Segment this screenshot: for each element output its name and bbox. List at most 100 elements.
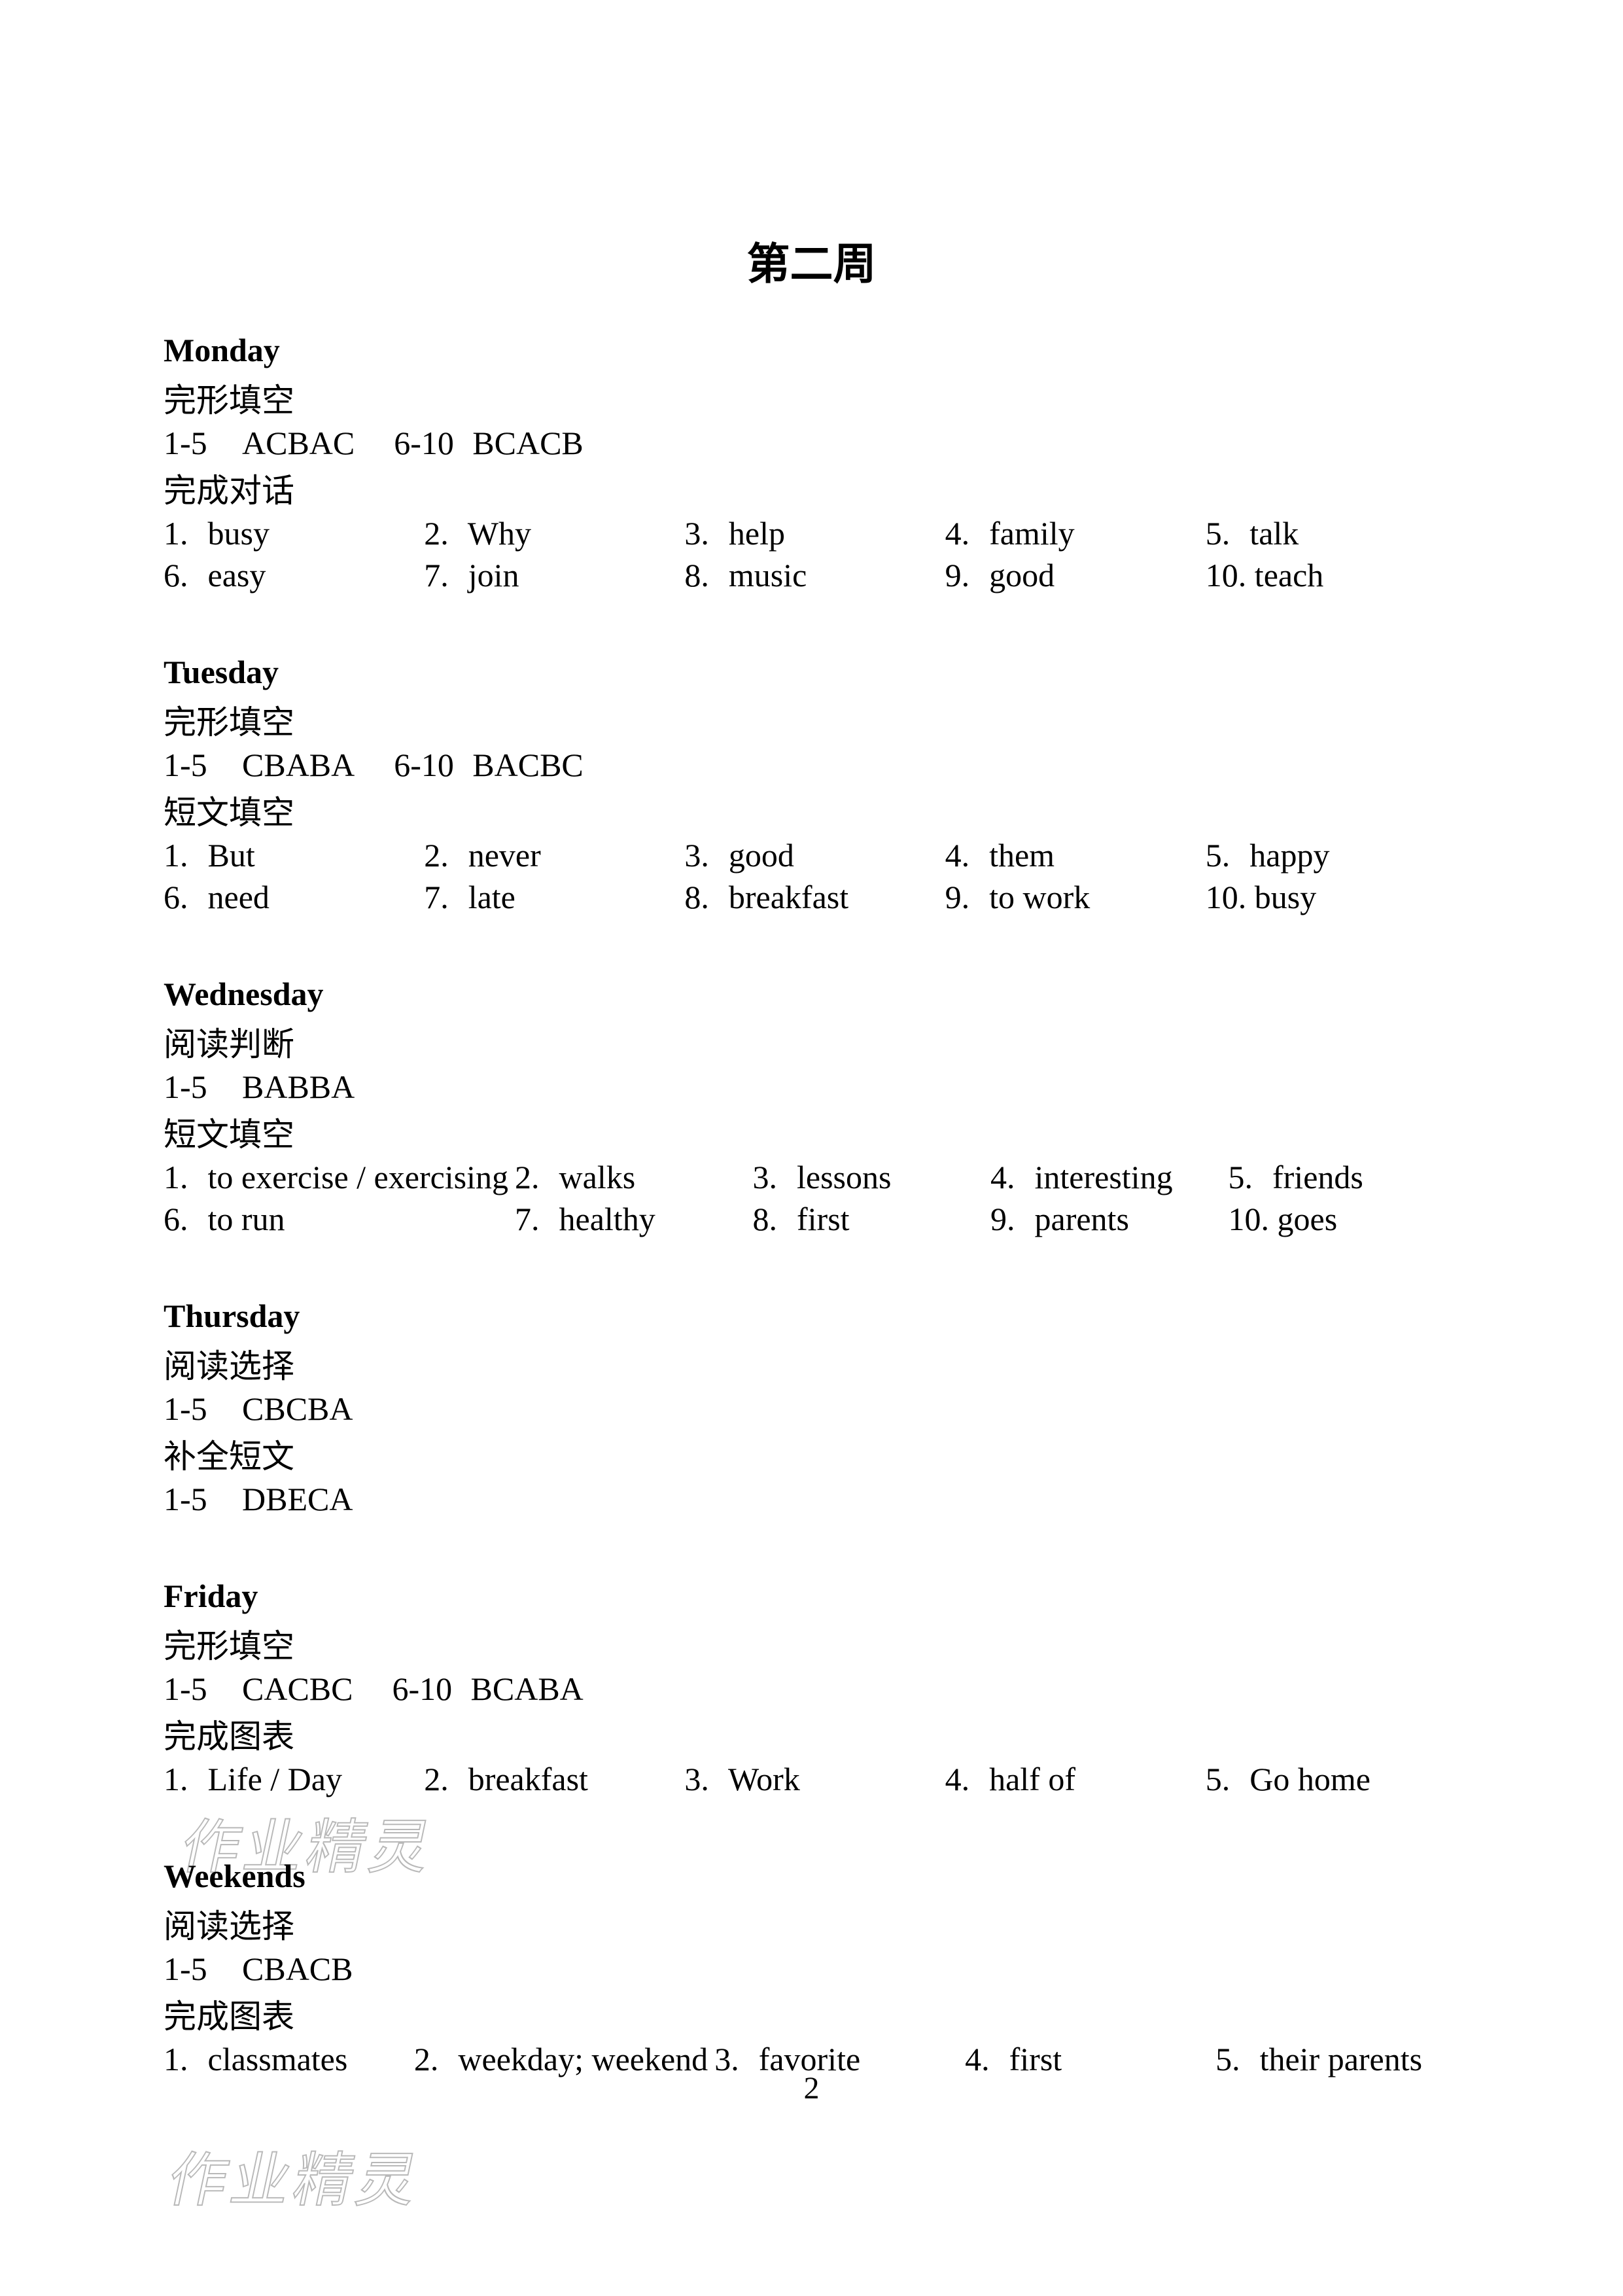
fill-item: 6. need — [164, 878, 417, 916]
fill-item-text: need — [200, 879, 270, 915]
answer-letters: BCACB — [472, 424, 584, 462]
fill-item: 4. interesting — [990, 1158, 1221, 1196]
fill-item-number: 4. — [990, 1158, 1026, 1196]
fill-item: 5. Go home — [1206, 1760, 1459, 1798]
fill-item-number: 7. — [515, 1200, 551, 1238]
fill-item-text: goes — [1269, 1201, 1337, 1237]
fill-item: 10. teach — [1206, 556, 1459, 594]
answer-range: 1-5 — [164, 1068, 242, 1106]
fill-item: 8. music — [684, 556, 938, 594]
fill-item-number: 3. — [684, 514, 720, 552]
watermark: 作业精灵 — [161, 2132, 430, 2217]
fill-item-number: 2. — [515, 1158, 551, 1196]
fill-item: 5. talk — [1206, 514, 1459, 552]
answer-range: 6-10 — [394, 424, 472, 462]
section-label: 完成图表 — [164, 1710, 1459, 1757]
fill-item-text: join — [460, 557, 519, 593]
fill-item-number: 4. — [945, 1760, 981, 1798]
fill-item-text: teach — [1246, 557, 1323, 593]
fill-item: 4. family — [945, 514, 1199, 552]
fill-item-text: busy — [200, 515, 270, 552]
day-block: Monday完形填空1-5ACBAC6-10BCACB完成对话1. busy2.… — [164, 331, 1459, 594]
fill-item-number: 2. — [424, 1760, 460, 1798]
fill-item-text: to work — [981, 879, 1091, 915]
fill-item: 5. happy — [1206, 836, 1459, 874]
fill-item-number: 9. — [990, 1200, 1026, 1238]
fill-item: 7. join — [424, 556, 678, 594]
answer-line: 1-5CBABA6-10BACBC — [164, 746, 1459, 784]
fill-item-number: 10. — [1206, 878, 1247, 916]
fill-item: 8. first — [753, 1200, 985, 1238]
answer-range: 1-5 — [164, 1480, 242, 1518]
fill-item-number: 10. — [1229, 1200, 1270, 1238]
fill-item-number: 1. — [164, 1158, 200, 1196]
fill-item-text: healthy — [551, 1201, 655, 1237]
fill-item-text: talk — [1242, 515, 1299, 552]
day-block: Tuesday完形填空1-5CBABA6-10BACBC短文填空1. But2.… — [164, 653, 1459, 916]
fill-item: 7. healthy — [515, 1200, 746, 1238]
fill-item-number: 10. — [1206, 556, 1247, 594]
section-label: 短文填空 — [164, 786, 1459, 834]
fill-item-text: breakfast — [720, 879, 848, 915]
day-heading: Tuesday — [164, 653, 1459, 691]
answer-line: 1-5DBECA — [164, 1480, 1459, 1518]
fill-item: 2. Why — [424, 514, 678, 552]
fill-item: 8. breakfast — [684, 878, 938, 916]
answer-letters: CBCBA — [242, 1390, 353, 1428]
answer-letters: BACBC — [472, 746, 584, 784]
fill-item: 3. help — [684, 514, 938, 552]
day-block: Weekends阅读选择1-5CBACB完成图表1. classmates2. … — [164, 1857, 1459, 2078]
fill-item-number: 2. — [424, 514, 460, 552]
fill-item: 3. Work — [684, 1760, 938, 1798]
fill-item-number: 4. — [945, 836, 981, 874]
days-container: Monday完形填空1-5ACBAC6-10BCACB完成对话1. busy2.… — [164, 331, 1459, 2078]
fill-item-number: 1. — [164, 514, 200, 552]
answer-range: 1-5 — [164, 424, 242, 462]
fill-item-number: 9. — [945, 556, 981, 594]
fill-item-number: 6. — [164, 1200, 200, 1238]
fill-item-number: 7. — [424, 878, 460, 916]
fill-item: 6. to run — [164, 1200, 508, 1238]
answer-line: 1-5CBACB — [164, 1950, 1459, 1988]
fill-item: 1. to exercise / exercising — [164, 1158, 508, 1196]
fill-item: 2. never — [424, 836, 678, 874]
fill-item: 9. parents — [990, 1200, 1221, 1238]
answer-range: 1-5 — [164, 746, 242, 784]
answer-letters: CACBC — [242, 1670, 353, 1708]
fill-item-number: 3. — [753, 1158, 789, 1196]
fill-grid: 1. But2. never3. good4. them5. happy6. n… — [164, 836, 1459, 916]
day-heading: Weekends — [164, 1857, 1459, 1895]
fill-item-number: 2. — [424, 836, 460, 874]
fill-item-text: breakfast — [460, 1761, 588, 1797]
fill-item-number: 5. — [1229, 1158, 1265, 1196]
fill-item-number: 9. — [945, 878, 981, 916]
fill-item-text: friends — [1265, 1159, 1363, 1195]
fill-item-text: to run — [200, 1201, 285, 1237]
fill-item-number: 4. — [945, 514, 981, 552]
answer-range: 1-5 — [164, 1670, 242, 1708]
section-label: 完形填空 — [164, 374, 1459, 421]
fill-item-number: 5. — [1206, 514, 1242, 552]
page-number: 2 — [0, 2070, 1623, 2106]
section-label: 短文填空 — [164, 1108, 1459, 1156]
section-label: 完成对话 — [164, 465, 1459, 512]
fill-item-number: 1. — [164, 1760, 200, 1798]
day-heading: Wednesday — [164, 975, 1459, 1013]
fill-item-number: 8. — [684, 878, 720, 916]
fill-grid: 1. Life / Day2. breakfast3. Work4. half … — [164, 1760, 1459, 1798]
answer-letters: BCABA — [471, 1670, 584, 1708]
fill-item-text: Go home — [1242, 1761, 1370, 1797]
day-heading: Thursday — [164, 1297, 1459, 1335]
fill-item-text: Life / Day — [200, 1761, 342, 1797]
fill-item-text: parents — [1026, 1201, 1129, 1237]
fill-item: 10. goes — [1229, 1200, 1460, 1238]
fill-item: 1. Life / Day — [164, 1760, 417, 1798]
section-label: 完成图表 — [164, 1990, 1459, 2038]
section-label: 阅读判断 — [164, 1018, 1459, 1065]
fill-item-text: never — [460, 837, 541, 874]
page-title: 第二周 — [164, 229, 1459, 292]
fill-item: 3. lessons — [753, 1158, 985, 1196]
day-block: Thursday阅读选择1-5CBCBA补全短文1-5DBECA — [164, 1297, 1459, 1518]
fill-item: 4. them — [945, 836, 1199, 874]
section-label: 完形填空 — [164, 1620, 1459, 1667]
